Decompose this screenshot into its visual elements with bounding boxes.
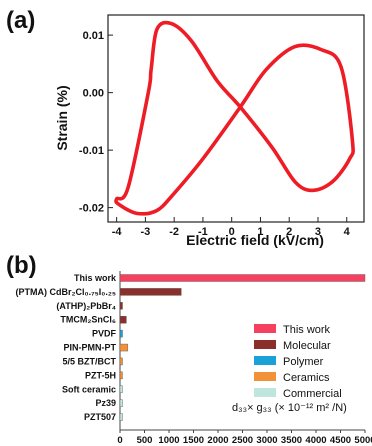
piezo-comparison-chart: This work (PTMA) CdBr₂Cl₀.₇₅I₀.₂₅ (ATHP)₂P… — [16, 271, 372, 446]
b-x-tick-label: 5000 — [354, 435, 372, 446]
category-label: 5/5 BZT/BCT — [62, 356, 116, 366]
a-y-tick-label: -0.01 — [79, 145, 104, 157]
category-label: PIN-PMN-PT — [64, 343, 117, 353]
b-bars — [119, 274, 366, 421]
a-x-tick-label: -4 — [112, 226, 123, 238]
category-label: PVDF — [92, 329, 117, 339]
b-x-tick-label: 1000 — [158, 435, 179, 446]
a-x-tick-label: 0 — [229, 226, 235, 238]
legend-swatch — [254, 324, 276, 333]
legend-swatch — [254, 388, 276, 397]
panel-b-label: (b) — [6, 252, 37, 279]
b-unit-label: d₃₃× g₃₃ (× 10⁻¹² m² /N) — [232, 402, 347, 414]
a-y-tick-label: -0.02 — [79, 203, 104, 215]
category-label: This work — [74, 273, 117, 283]
a-y-ticks: 0.01 0.00 -0.01 -0.02 — [79, 30, 113, 215]
bar-6 — [119, 357, 123, 366]
b-legend: This work Molecular Polymer Ceramics Commerc… — [254, 324, 342, 400]
bar-3 — [119, 316, 127, 324]
a-y-tick-label: 0.01 — [83, 30, 104, 42]
b-category-labels: This work (PTMA) CdBr₂Cl₀.₇₅I₀.₂₅ (ATHP)₂P… — [16, 273, 117, 422]
a-x-tick-label: -1 — [198, 226, 208, 238]
bar-10 — [119, 413, 123, 421]
legend-label: This work — [283, 324, 331, 336]
category-label: (PTMA) CdBr₂Cl₀.₇₅I₀.₂₅ — [16, 287, 116, 297]
legend-label: Polymer — [283, 356, 324, 368]
legend-swatch — [254, 356, 276, 365]
plot-a-frame — [107, 14, 365, 223]
legend-label: Commercial — [283, 388, 342, 400]
b-x-tick-label: 3500 — [281, 435, 302, 446]
b-x-tick-label: 0 — [117, 435, 122, 446]
category-label: PZT-5H — [85, 370, 116, 380]
a-x-tick-label: -2 — [169, 226, 179, 238]
a-x-tick-label: 3 — [315, 226, 321, 238]
b-x-tick-label: 2000 — [207, 435, 228, 446]
bar-5 — [119, 343, 129, 352]
a-x-axis-title: Electric field (kV/cm) — [186, 232, 324, 248]
category-label: Soft ceramic — [62, 384, 116, 394]
a-x-ticks: -4 -3 -2 -1 0 1 2 3 4 — [112, 217, 351, 238]
bar-0 — [119, 274, 366, 282]
b-x-tick-label: 3000 — [256, 435, 277, 446]
b-x-ticks: 0500100015002000250030003500400045005000 — [117, 430, 372, 446]
b-x-tick-label: 500 — [137, 435, 153, 446]
category-label: TMCM₂SnCl₆ — [60, 315, 116, 325]
bar-1 — [119, 288, 182, 296]
strain-field-chart: 0.01 0.00 -0.01 -0.02 -4 -3 -2 -1 0 1 2 3 4 Electri… — [54, 14, 365, 248]
category-label: (ATHP)₂PbBr₄ — [56, 301, 116, 311]
a-x-tick-label: -3 — [141, 226, 151, 238]
a-x-tick-label: 4 — [344, 226, 351, 238]
legend-label: Ceramics — [283, 372, 330, 384]
bar-4 — [119, 329, 123, 338]
category-label: Pz39 — [95, 398, 116, 408]
bar-7 — [119, 371, 123, 380]
panel-a-label: (a) — [6, 7, 35, 34]
legend-swatch — [254, 340, 276, 349]
a-y-axis-title: Strain (%) — [54, 85, 70, 150]
a-y-tick-label: 0.00 — [83, 88, 104, 100]
b-x-tick-label: 4500 — [330, 435, 351, 446]
b-x-tick-label: 4000 — [305, 435, 326, 446]
legend-swatch — [254, 372, 276, 381]
bar-2 — [119, 302, 123, 310]
b-x-tick-label: 1500 — [183, 435, 204, 446]
a-x-tick-label: 2 — [286, 226, 292, 238]
bar-8 — [119, 385, 123, 393]
b-x-tick-label: 2500 — [232, 435, 253, 446]
legend-label: Molecular — [283, 340, 331, 352]
bar-9 — [119, 399, 123, 407]
a-x-tick-label: 1 — [257, 226, 263, 238]
category-label: PZT507 — [84, 412, 116, 422]
strain-loop-line — [114, 20, 355, 216]
